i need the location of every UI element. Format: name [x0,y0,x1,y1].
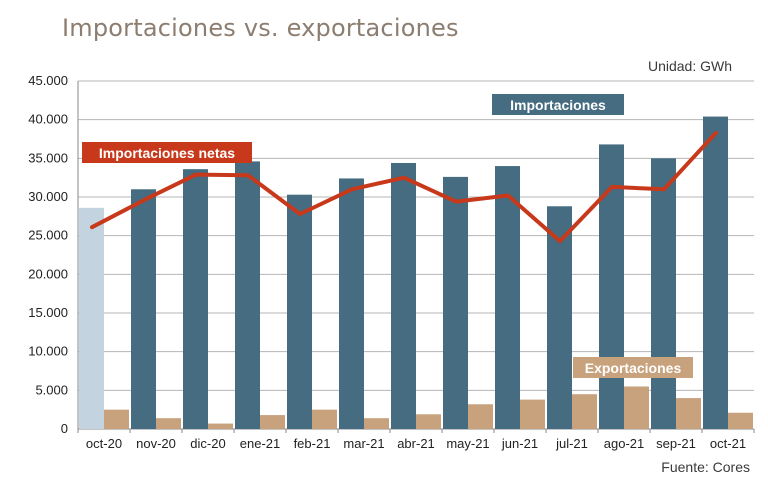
y-tick-label: 35.000 [28,150,68,165]
y-tick-label: 0 [61,421,68,436]
y-tick-label: 25.000 [28,228,68,243]
x-tick-label: oct-20 [86,436,122,451]
export-bar [104,409,129,429]
import-bar [703,116,728,429]
import-bar [443,176,468,429]
x-tick-label: mar-21 [343,436,384,451]
y-tick-label: 45.000 [28,73,68,88]
export-bar [676,398,701,429]
imports-label: Importaciones [510,97,606,113]
export-bar [572,394,597,429]
unit-label: Unidad: GWh [647,58,732,74]
y-tick-label: 20.000 [28,266,68,281]
x-tick-label: sep-21 [656,436,696,451]
import-bar [651,158,676,430]
import-bar [547,206,572,429]
export-bar [156,418,181,429]
net-imports-label: Importaciones netas [99,145,235,161]
export-bar [364,418,389,429]
export-bar [624,386,649,429]
import-bar [131,189,156,429]
y-tick-label: 5.000 [35,382,68,397]
export-bar [208,423,233,429]
import-bar [339,178,364,429]
exports-label: Exportaciones [585,360,682,376]
import-bar [235,161,260,429]
export-bar [468,404,493,429]
y-tick-label: 10.000 [28,344,68,359]
export-bar [312,409,337,429]
net-imports-line [90,130,718,244]
x-tick-label: jun-21 [501,436,538,451]
import-bar [183,169,208,429]
import-bar [599,144,624,429]
chart-title: Importaciones vs. exportaciones [62,14,459,42]
x-tick-label: oct-21 [710,436,746,451]
exports-label-box [573,357,693,378]
import-bar [495,166,520,430]
x-tick-label: nov-20 [136,436,176,451]
export-bar [260,415,285,429]
x-tick-label: may-21 [446,436,489,451]
export-bar [416,414,441,429]
x-tick-label: ago-21 [604,436,644,451]
export-bar [520,399,545,429]
x-tick-label: abr-21 [397,436,435,451]
imports-label-box [492,94,624,115]
import-bar [287,194,312,429]
x-tick-label: ene-21 [240,436,280,451]
x-tick-label: jul-21 [555,436,588,451]
net-imports-label-box [82,142,252,163]
import-bar [391,162,416,429]
source-label: Fuente: Cores [661,459,750,475]
x-tick-label: dic-20 [190,436,225,451]
x-tick-label: feb-21 [294,436,331,451]
y-tick-label: 30.000 [28,189,68,204]
import-bar [79,207,104,429]
y-tick-label: 15.000 [28,305,68,320]
y-tick-label: 40.000 [28,112,68,127]
export-bar [728,412,753,429]
